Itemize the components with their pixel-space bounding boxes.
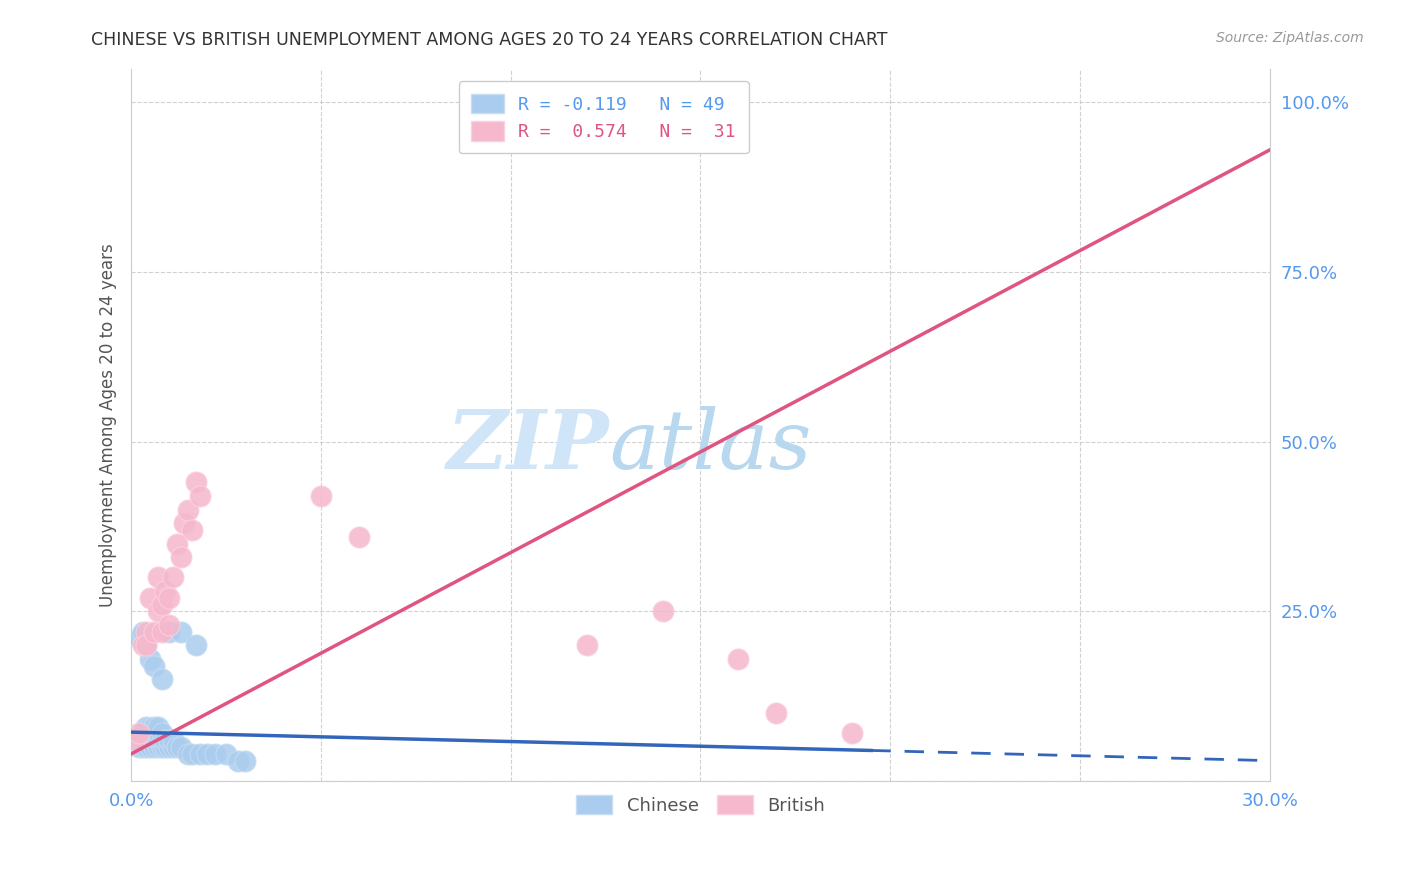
Point (575, 638, 598, 652)
Point (146, 740, 169, 755)
Point (150, 672, 173, 686)
Point (155, 733, 177, 747)
Point (195, 747, 218, 761)
Point (651, 604, 673, 618)
Point (146, 570, 169, 584)
Point (143, 740, 166, 755)
Point (157, 740, 180, 755)
Point (135, 720, 157, 734)
Point (131, 740, 153, 755)
Point (181, 747, 204, 761)
Point (177, 502, 200, 516)
Point (155, 740, 177, 755)
Point (166, 740, 188, 755)
Point (143, 733, 166, 747)
Point (139, 740, 162, 755)
Point (131, 726, 153, 740)
Point (162, 740, 184, 755)
Point (135, 740, 157, 755)
Text: Source: ZipAtlas.com: Source: ZipAtlas.com (1216, 31, 1364, 45)
Point (131, 733, 153, 747)
Point (155, 584, 177, 599)
Point (146, 604, 169, 618)
Point (146, 726, 169, 740)
Point (177, 747, 200, 761)
Point (135, 638, 157, 652)
Point (309, 489, 332, 503)
Point (139, 733, 162, 747)
Point (146, 720, 169, 734)
Point (157, 591, 180, 605)
Point (135, 624, 157, 639)
Point (188, 489, 211, 503)
Point (233, 754, 256, 768)
Legend: Chinese, British: Chinese, British (565, 784, 835, 825)
Y-axis label: Unemployment Among Ages 20 to 24 years: Unemployment Among Ages 20 to 24 years (100, 243, 117, 607)
Point (146, 733, 169, 747)
Text: CHINESE VS BRITISH UNEMPLOYMENT AMONG AGES 20 TO 24 YEARS CORRELATION CHART: CHINESE VS BRITISH UNEMPLOYMENT AMONG AG… (91, 31, 889, 49)
Point (128, 632, 150, 646)
Point (143, 720, 166, 734)
Text: atlas: atlas (609, 406, 811, 486)
Point (181, 523, 204, 537)
Point (135, 726, 157, 740)
Point (184, 638, 207, 652)
Point (765, 706, 787, 720)
Point (169, 550, 191, 565)
Point (169, 740, 191, 755)
Point (162, 733, 184, 747)
Point (139, 652, 162, 666)
Point (128, 740, 150, 755)
Point (124, 733, 146, 747)
Point (150, 624, 173, 639)
Point (150, 726, 173, 740)
Point (157, 624, 180, 639)
Text: ZIP: ZIP (447, 406, 609, 486)
Point (139, 591, 162, 605)
Point (131, 624, 153, 639)
Point (150, 740, 173, 755)
Point (143, 726, 166, 740)
Point (169, 624, 191, 639)
Point (150, 733, 173, 747)
Point (226, 754, 249, 768)
Point (162, 570, 184, 584)
Point (841, 726, 863, 740)
Point (143, 624, 166, 639)
Point (157, 618, 180, 632)
Point (150, 598, 173, 612)
Point (157, 733, 180, 747)
Point (347, 530, 370, 544)
Point (124, 733, 146, 747)
Point (166, 536, 188, 550)
Point (188, 747, 211, 761)
Point (215, 747, 238, 761)
Point (499, 95, 522, 110)
Point (184, 475, 207, 490)
Point (128, 726, 150, 740)
Point (135, 733, 157, 747)
Point (537, 95, 560, 110)
Point (135, 638, 157, 652)
Point (173, 516, 195, 530)
Point (204, 747, 226, 761)
Point (131, 638, 153, 652)
Point (128, 733, 150, 747)
Point (143, 658, 166, 673)
Point (727, 652, 749, 666)
Point (139, 726, 162, 740)
